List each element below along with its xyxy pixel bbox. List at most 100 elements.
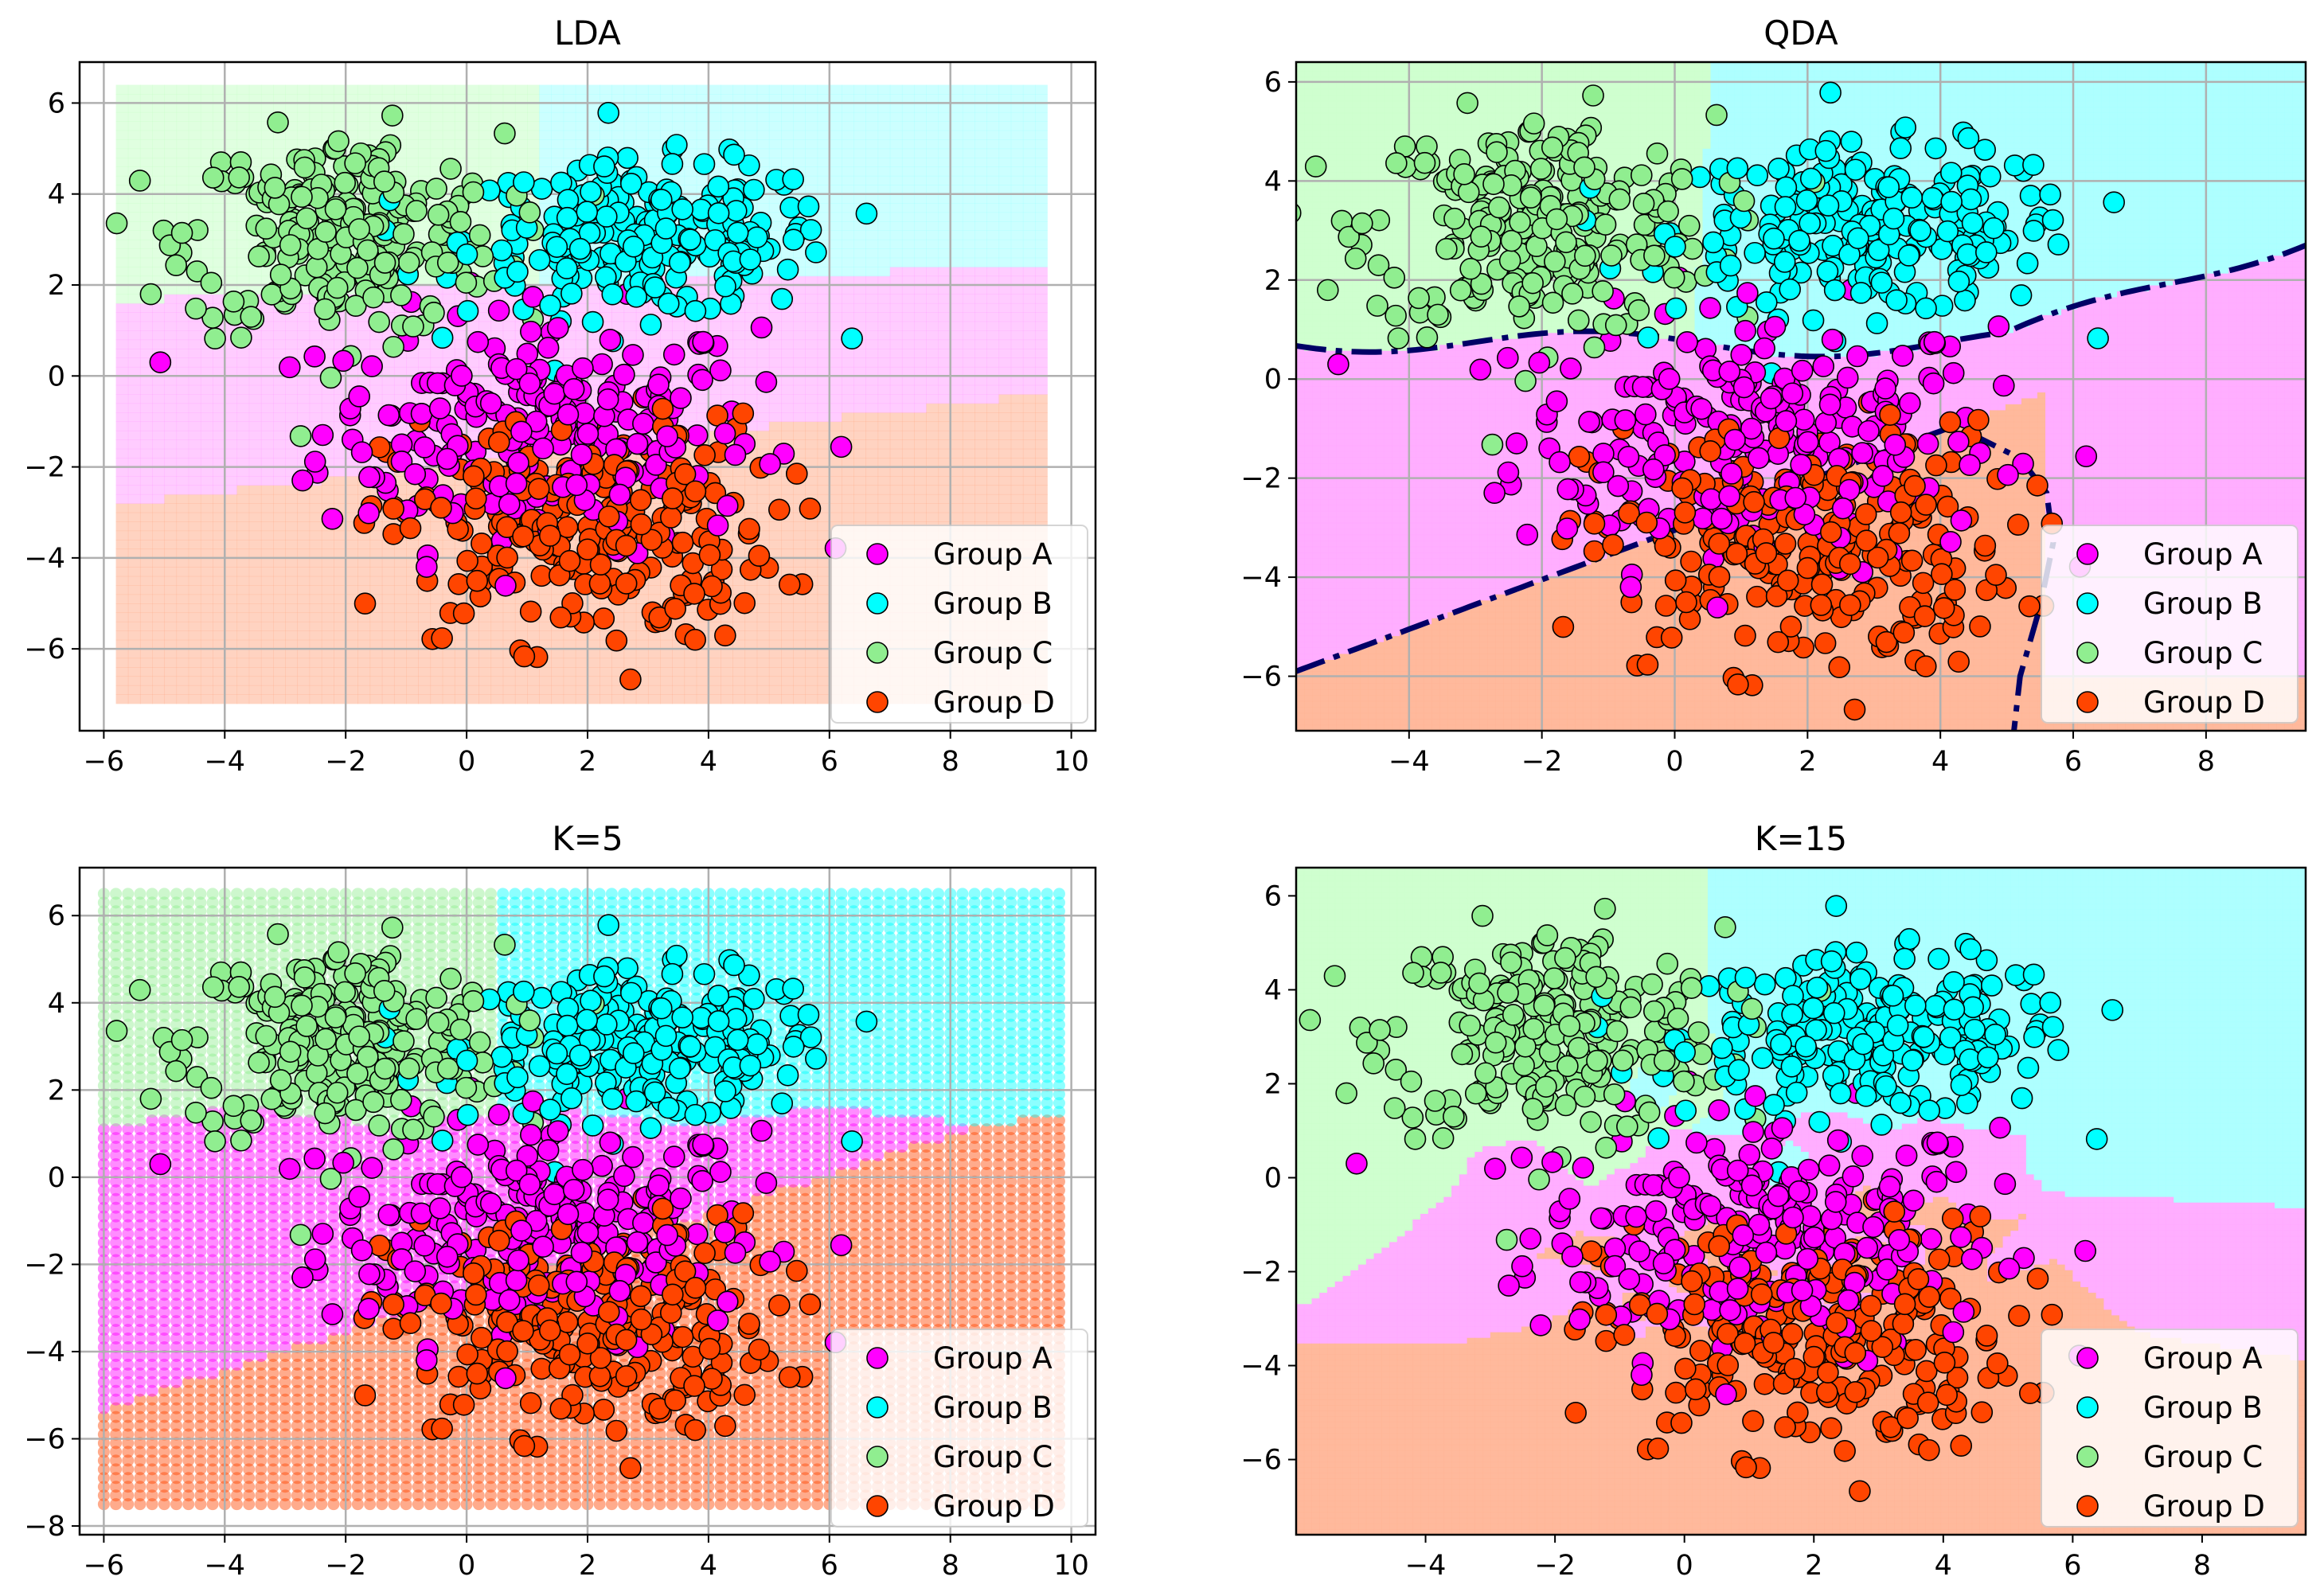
region-cell <box>236 530 250 540</box>
region-cell <box>309 321 322 331</box>
region-cell <box>236 111 250 122</box>
region-cell <box>127 139 141 150</box>
region-cell <box>309 639 322 650</box>
region-cell <box>986 294 1000 304</box>
region-cell <box>877 476 891 486</box>
region-cell <box>660 576 673 586</box>
region-cell <box>115 94 129 104</box>
region-cell <box>285 658 299 668</box>
region-cell <box>297 585 311 595</box>
region-cell <box>986 175 1000 185</box>
region-cell <box>696 103 709 113</box>
region-cell <box>139 403 153 413</box>
region-cell <box>901 193 915 204</box>
region-cell <box>164 530 178 540</box>
region-cell <box>490 694 504 704</box>
region-cell <box>285 676 299 686</box>
region-cell <box>152 203 165 213</box>
region-cell <box>115 621 129 631</box>
region-cell <box>309 521 322 532</box>
region-cell <box>139 694 153 704</box>
region-cell <box>381 612 395 622</box>
region-cell <box>213 458 225 468</box>
region-cell <box>225 612 238 622</box>
region-cell <box>914 257 927 267</box>
region-cell <box>152 458 165 468</box>
region-cell <box>260 476 274 486</box>
region-cell <box>418 649 432 659</box>
region-cell <box>805 639 818 650</box>
region-cell <box>115 630 129 641</box>
region-cell <box>588 103 600 113</box>
region-cell <box>889 166 903 177</box>
region-cell <box>672 366 685 377</box>
region-cell <box>176 339 189 349</box>
region-cell <box>732 621 746 631</box>
region-cell <box>962 302 975 313</box>
region-cell <box>817 466 830 477</box>
region-cell <box>793 148 807 158</box>
region-cell <box>696 94 709 104</box>
region-cell <box>926 430 939 440</box>
region-cell <box>176 594 189 604</box>
region-cell <box>213 130 225 140</box>
region-cell <box>889 394 903 404</box>
region-cell <box>962 130 975 140</box>
region-cell <box>164 540 178 550</box>
region-cell <box>164 421 178 431</box>
region-cell <box>781 321 794 331</box>
region-cell <box>623 111 637 122</box>
region-cell <box>974 384 987 395</box>
region-cell <box>200 685 213 695</box>
region-cell <box>188 203 201 213</box>
region-cell <box>805 540 818 550</box>
region-cell <box>127 412 141 423</box>
region-cell <box>926 302 939 313</box>
region-cell <box>768 630 782 641</box>
region-cell <box>236 512 250 522</box>
region-cell <box>926 448 939 459</box>
region-cell <box>127 685 141 695</box>
region-cell <box>200 557 213 568</box>
region-cell <box>115 275 129 286</box>
region-cell <box>176 621 189 631</box>
region-cell <box>127 230 141 240</box>
region-cell <box>938 376 951 386</box>
region-cell <box>248 621 262 631</box>
region-cell <box>853 103 866 113</box>
region-cell <box>950 111 963 122</box>
region-cell <box>297 639 311 650</box>
region-cell <box>213 476 225 486</box>
region-cell <box>346 540 358 550</box>
region-cell <box>369 530 383 540</box>
region-cell <box>225 585 238 595</box>
region-cell <box>260 521 274 532</box>
region-cell <box>805 685 818 695</box>
region-cell <box>334 448 346 459</box>
region-cell <box>877 430 891 440</box>
region-cell <box>273 557 286 568</box>
region-cell <box>502 667 516 677</box>
region-cell <box>115 166 129 177</box>
region-cell <box>914 330 927 341</box>
region-cell <box>176 685 189 695</box>
region-cell <box>768 612 782 622</box>
region-cell <box>478 84 492 95</box>
region-cell <box>817 458 830 468</box>
region-cell <box>781 548 794 559</box>
region-cell <box>889 403 903 413</box>
region-cell <box>768 585 782 595</box>
region-cell <box>635 366 649 377</box>
region-cell <box>721 476 733 486</box>
region-cell <box>164 111 178 122</box>
region-cell <box>334 576 346 586</box>
region-cell <box>188 412 201 423</box>
region-cell <box>914 458 927 468</box>
region-cell <box>938 212 951 222</box>
region-cell <box>889 248 903 259</box>
region-cell <box>938 330 951 341</box>
region-cell <box>732 639 746 650</box>
region-cell <box>152 430 165 440</box>
region-cell <box>781 376 794 386</box>
region-cell <box>696 130 709 140</box>
